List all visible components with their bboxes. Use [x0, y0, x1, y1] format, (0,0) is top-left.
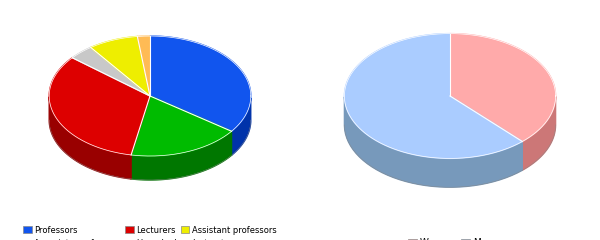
Polygon shape — [131, 96, 232, 156]
Polygon shape — [73, 48, 150, 96]
Polygon shape — [137, 36, 150, 96]
Polygon shape — [344, 34, 522, 158]
Polygon shape — [344, 97, 522, 187]
Polygon shape — [49, 97, 131, 179]
Polygon shape — [49, 58, 150, 155]
Polygon shape — [91, 36, 150, 96]
Polygon shape — [131, 131, 232, 180]
Polygon shape — [150, 36, 251, 131]
Legend: Professors, Associate professors, Lecturers, Unranked, Assistant professors, Ins: Professors, Associate professors, Lectur… — [23, 226, 277, 240]
Polygon shape — [232, 98, 251, 155]
Polygon shape — [522, 96, 556, 170]
Legend: Women, Men: Women, Men — [408, 239, 492, 240]
Polygon shape — [450, 34, 556, 142]
